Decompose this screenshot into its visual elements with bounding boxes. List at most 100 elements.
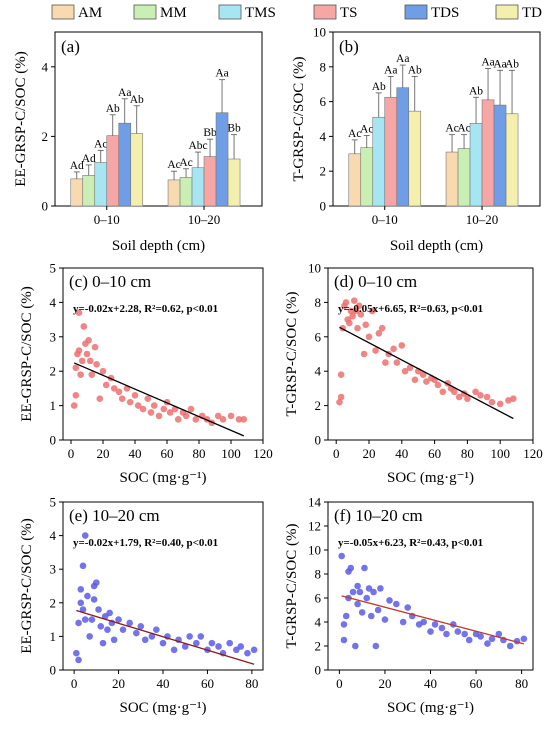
legend-swatch-ts	[313, 4, 337, 20]
data-point	[372, 347, 379, 354]
data-point	[386, 597, 393, 604]
regression-line	[339, 326, 514, 420]
data-point	[399, 618, 407, 626]
significance-label: Ab	[106, 103, 120, 115]
x-tick-label: 0	[336, 676, 343, 691]
data-point	[431, 621, 439, 628]
bar-am	[70, 178, 84, 207]
bar-td	[130, 133, 144, 207]
bar-tds	[215, 112, 229, 207]
bar-tms	[94, 162, 108, 207]
significance-label: Aa	[481, 57, 494, 69]
data-point	[342, 612, 350, 620]
data-point	[350, 297, 358, 304]
data-point	[398, 342, 406, 349]
bar-mm	[457, 148, 471, 207]
y-tick-label: 4	[320, 129, 327, 144]
panel-label: (d) 0–10 cm	[334, 272, 417, 291]
legend-swatch-mm	[133, 4, 157, 20]
data-point	[362, 321, 370, 329]
data-point	[93, 361, 100, 368]
x-tick-label: 40	[424, 676, 437, 691]
data-point	[75, 309, 83, 317]
plot-frame	[327, 267, 534, 441]
data-point	[170, 646, 178, 654]
x-tick-label: 60	[161, 446, 174, 461]
data-point	[377, 585, 384, 592]
bar-tds	[118, 122, 132, 207]
legend-swatch-tds	[404, 4, 428, 20]
y-tick-label: 0	[50, 663, 57, 678]
data-point	[419, 371, 427, 378]
bar-ts	[203, 156, 217, 207]
data-point	[370, 588, 377, 596]
data-point	[148, 633, 156, 640]
data-point	[465, 636, 473, 644]
data-point	[434, 381, 442, 389]
data-point	[86, 357, 94, 365]
data-point	[510, 395, 517, 403]
data-point	[99, 639, 107, 647]
data-point	[88, 371, 96, 378]
data-point	[472, 388, 479, 396]
significance-label: Bb	[227, 123, 241, 135]
y-tick-label: 3	[50, 329, 57, 344]
legend-label-tms: TMS	[245, 5, 276, 21]
panel-label: (e) 10–20 cm	[69, 506, 160, 525]
x-tick-label: 80	[461, 446, 474, 461]
data-point	[438, 624, 446, 632]
data-point	[401, 367, 409, 375]
data-point	[75, 619, 82, 627]
data-point	[381, 616, 389, 623]
y-tick-label: 0	[315, 663, 322, 678]
y-tick-label: 3	[50, 562, 57, 577]
data-point	[477, 391, 484, 399]
y-tick-label: 10	[308, 543, 321, 558]
data-point	[133, 629, 140, 637]
bar-am	[445, 151, 459, 207]
data-point	[488, 635, 496, 643]
data-point	[83, 350, 91, 358]
data-point	[352, 642, 359, 650]
data-point	[349, 312, 356, 320]
x-tick-label: 0–10	[372, 212, 398, 227]
x-tick-label: 80	[515, 676, 528, 691]
data-point	[106, 609, 113, 617]
data-point	[134, 402, 142, 409]
data-point	[423, 378, 430, 385]
bar-tms	[372, 116, 386, 207]
significance-label: Aa	[396, 53, 409, 65]
regression-equation: y=-0.05x+6.23, R²=0.43, p<0.01	[338, 537, 483, 549]
significance-label: Ac	[457, 123, 470, 135]
data-point	[102, 381, 110, 389]
data-point	[174, 416, 182, 423]
regression-equation: y=-0.02x+2.28, R²=0.62, p<0.01	[73, 303, 218, 315]
data-point	[361, 564, 368, 572]
data-point	[141, 636, 149, 644]
panel-c-scatter-chart: 0 1 2 3 4 5 0 20 40 60 80 100 120 y=-0.02x+2.28, R²=0…	[19, 261, 273, 487]
data-point	[347, 307, 355, 315]
data-point	[368, 307, 376, 315]
data-point	[126, 619, 133, 627]
data-point	[354, 600, 361, 608]
y-tick-label: 10	[308, 261, 321, 276]
y-axis-label: T-GRSP-C/SOC (%)	[284, 524, 300, 649]
bar-tds	[396, 87, 410, 207]
legend-swatch-tms	[218, 4, 242, 20]
x-tick-label: 10–20	[188, 212, 221, 227]
data-point	[214, 412, 222, 420]
data-point	[352, 307, 360, 315]
data-point	[390, 345, 397, 353]
data-point	[495, 630, 503, 638]
y-tick-label: 4	[315, 615, 322, 630]
legend-swatch-td	[495, 4, 519, 20]
data-point	[439, 388, 447, 396]
y-axis-label: EE-GRSP-C/SOC (%)	[19, 518, 35, 653]
panel-b-bar-chart: 0246810AcAcAbAaAaAb0–10AcAcAbAaAaAb10–20…	[291, 25, 541, 254]
legend: AM MM TMS TS TDS TD	[51, 4, 542, 21]
y-tick-label: 8	[315, 567, 322, 582]
y-tick-label: 8	[315, 295, 322, 310]
data-point	[104, 626, 111, 633]
data-point	[461, 630, 468, 638]
